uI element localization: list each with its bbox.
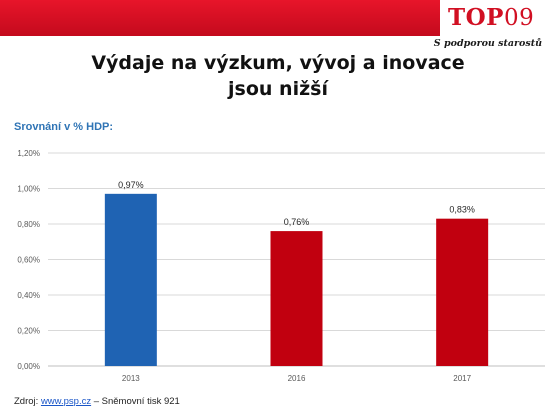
x-tick-label: 2017 xyxy=(453,374,471,383)
bar-chart: 0,00% 0,20% 0,40% 0,60% 0,80% 1,00% 1,20% 0,97%… xyxy=(17,149,545,383)
x-tick-label: 2016 xyxy=(288,374,306,383)
x-tick-label: 2013 xyxy=(122,374,140,383)
logo-text: TOP xyxy=(448,4,504,31)
data-label: 0,83% xyxy=(449,205,475,215)
title-line-2: jsou nižší xyxy=(228,78,328,100)
y-tick-label: 0,80% xyxy=(17,220,40,229)
top09-logo[interactable]: TOP09 xyxy=(448,4,534,32)
data-label: 0,76% xyxy=(284,217,310,227)
source-suffix: – Sněmovní tisk 921 xyxy=(91,396,180,407)
y-tick-label: 0,00% xyxy=(17,362,40,371)
logo-background xyxy=(440,0,556,36)
y-tick-label: 0,20% xyxy=(17,327,40,336)
bar xyxy=(104,193,157,366)
data-label: 0,97% xyxy=(118,180,144,190)
source-link[interactable]: www.psp.cz xyxy=(40,396,92,407)
slide-title: Výdaje na výzkum, vývoj a inovace jsou n… xyxy=(60,50,496,102)
y-tick-label: 0,60% xyxy=(17,256,40,265)
y-tick-label: 1,00% xyxy=(17,185,40,194)
y-tick-label: 0,40% xyxy=(17,291,40,300)
title-line-1: Výdaje na výzkum, vývoj a inovace xyxy=(91,52,465,74)
bar xyxy=(436,218,489,366)
chart-subtitle: Srovnání v % HDP: xyxy=(14,121,114,133)
logo-number: 09 xyxy=(503,5,535,31)
source-prefix: Zdroj: xyxy=(14,396,41,407)
y-tick-label: 1,20% xyxy=(17,149,40,158)
source-note: Zdroj: www.psp.cz – Sněmovní tisk 921 xyxy=(14,396,180,407)
slogan: S podporou starostů xyxy=(433,38,542,49)
bar xyxy=(270,231,323,366)
